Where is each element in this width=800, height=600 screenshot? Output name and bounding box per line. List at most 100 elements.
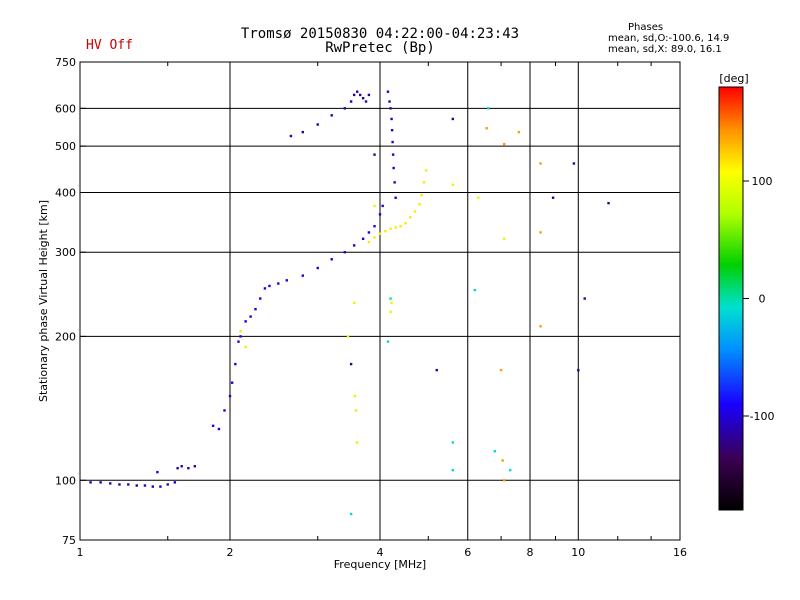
data-point bbox=[551, 196, 555, 199]
data-point bbox=[180, 465, 183, 468]
data-point bbox=[166, 483, 169, 486]
data-point bbox=[159, 485, 162, 488]
data-point bbox=[451, 441, 455, 444]
data-point bbox=[176, 466, 179, 470]
y-tick-label: 500 bbox=[55, 140, 76, 153]
data-point bbox=[173, 481, 177, 484]
data-point bbox=[211, 424, 215, 428]
data-point bbox=[151, 485, 155, 488]
data-point bbox=[358, 93, 362, 97]
phases-x-stats: mean, sd,X: 89.0, 16.1 bbox=[608, 44, 722, 55]
data-point bbox=[237, 340, 240, 343]
data-point bbox=[228, 394, 232, 398]
data-point bbox=[109, 482, 112, 485]
data-point bbox=[477, 196, 480, 199]
data-point bbox=[223, 409, 226, 412]
data-point bbox=[399, 225, 402, 228]
data-point bbox=[127, 483, 130, 486]
data-point bbox=[422, 181, 426, 184]
data-point bbox=[301, 274, 305, 277]
data-point bbox=[572, 162, 576, 165]
data-point bbox=[346, 335, 350, 338]
data-point bbox=[193, 465, 197, 468]
data-point bbox=[353, 394, 356, 398]
x-tick-label: 6 bbox=[464, 546, 471, 559]
data-point bbox=[244, 320, 247, 323]
data-point bbox=[539, 231, 542, 234]
colorbar-ticks: 100 0 -100 bbox=[743, 175, 774, 423]
data-point bbox=[390, 301, 393, 305]
data-point bbox=[352, 244, 356, 247]
data-point bbox=[352, 301, 356, 305]
x-tick-label: 8 bbox=[527, 546, 534, 559]
data-point bbox=[389, 297, 392, 300]
data-point bbox=[316, 266, 319, 270]
data-point bbox=[384, 229, 387, 233]
data-point bbox=[217, 427, 221, 431]
data-point bbox=[390, 128, 394, 132]
data-point bbox=[373, 225, 376, 228]
data-point bbox=[499, 368, 503, 372]
data-point bbox=[156, 470, 159, 474]
data-point bbox=[230, 381, 234, 384]
x-tick-label: 10 bbox=[571, 546, 585, 559]
data-point bbox=[451, 468, 455, 472]
data-point bbox=[244, 345, 247, 349]
data-point bbox=[388, 100, 391, 103]
data-point bbox=[352, 93, 356, 97]
data-point bbox=[404, 222, 407, 225]
data-point bbox=[607, 201, 610, 205]
data-point bbox=[316, 123, 319, 126]
colorbar-tick-label: 100 bbox=[752, 175, 773, 188]
data-point bbox=[367, 240, 371, 244]
data-point bbox=[393, 181, 396, 184]
data-point bbox=[99, 481, 102, 484]
data-point bbox=[424, 169, 428, 172]
data-point bbox=[391, 140, 394, 144]
data-point bbox=[487, 107, 490, 110]
data-point bbox=[392, 166, 395, 170]
y-tick-label: 400 bbox=[55, 186, 76, 199]
y-tick-label: 100 bbox=[55, 474, 76, 487]
chart-title: Tromsø 20150830 04:22:00-04:23:43 bbox=[240, 26, 520, 42]
data-point bbox=[394, 196, 397, 199]
data-point bbox=[381, 204, 384, 208]
data-point bbox=[89, 481, 92, 484]
colorbar-tick-label: 0 bbox=[759, 293, 766, 306]
data-point bbox=[355, 441, 359, 444]
colorbar bbox=[718, 86, 744, 511]
data-point bbox=[135, 484, 138, 487]
data-point bbox=[473, 288, 477, 292]
data-point bbox=[118, 483, 121, 486]
x-tick-label: 2 bbox=[227, 546, 234, 559]
data-point bbox=[508, 468, 512, 472]
x-axis-label: Frequency [MHz] bbox=[334, 558, 426, 571]
data-point bbox=[390, 117, 393, 121]
data-point bbox=[373, 153, 376, 156]
data-point bbox=[367, 93, 371, 97]
y-tick-label: 300 bbox=[55, 246, 76, 259]
data-point bbox=[349, 362, 353, 366]
data-point bbox=[364, 100, 368, 103]
data-point bbox=[539, 162, 542, 165]
data-point bbox=[389, 310, 392, 314]
data-point bbox=[289, 134, 293, 138]
data-point bbox=[378, 232, 382, 235]
data-points bbox=[89, 90, 610, 516]
y-tick-label: 600 bbox=[55, 102, 76, 115]
phases-title: Phases bbox=[628, 22, 664, 33]
data-point bbox=[239, 330, 242, 333]
data-point bbox=[143, 484, 147, 487]
data-point bbox=[187, 466, 190, 470]
data-point bbox=[349, 512, 353, 516]
data-point bbox=[373, 204, 376, 208]
hv-status-label: HV Off bbox=[86, 38, 133, 53]
data-point bbox=[386, 90, 390, 93]
data-point bbox=[485, 127, 488, 130]
data-point bbox=[330, 258, 333, 261]
data-point bbox=[343, 251, 347, 254]
data-point bbox=[391, 153, 395, 156]
chart-subtitle: RwPretec (Bp) bbox=[325, 40, 435, 56]
data-point bbox=[502, 237, 506, 241]
data-point bbox=[277, 282, 280, 285]
